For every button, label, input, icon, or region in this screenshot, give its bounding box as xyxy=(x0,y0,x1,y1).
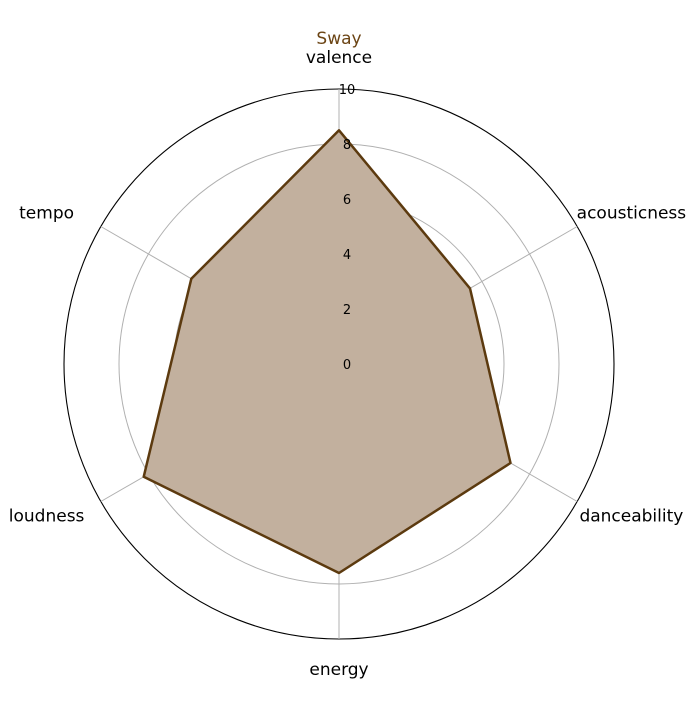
axis-label-energy: energy xyxy=(309,660,368,680)
tick-layer: 0 2 4 6 8 10 xyxy=(339,83,356,373)
r-tick-label-10: 10 xyxy=(339,83,356,98)
axis-label-loudness: loudness xyxy=(9,507,85,527)
r-tick-label-2: 2 xyxy=(343,303,351,318)
series-area-0 xyxy=(143,130,511,574)
r-tick-label-8: 8 xyxy=(343,138,351,153)
axis-label-acousticness: acousticness xyxy=(577,204,687,224)
label-layer: valence acousticness danceability energy lou… xyxy=(9,48,687,680)
r-tick-label-6: 6 xyxy=(343,193,351,208)
chart-title: Sway xyxy=(316,29,361,49)
axis-label-tempo: tempo xyxy=(19,204,74,224)
r-tick-label-4: 4 xyxy=(343,248,351,263)
r-tick-label-0: 0 xyxy=(343,358,351,373)
series-line-0 xyxy=(142,129,512,575)
series-layer xyxy=(142,129,512,575)
axis-label-danceability: danceability xyxy=(579,507,683,527)
axis-label-valence: valence xyxy=(306,48,372,68)
